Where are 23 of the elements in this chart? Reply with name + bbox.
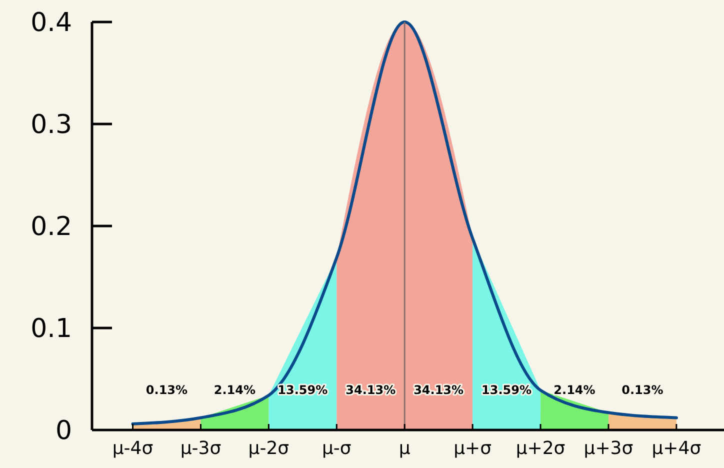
y-tick-label: 0 [55, 416, 72, 446]
annotation: 0.13% [622, 383, 664, 397]
x-tick-label: μ+2σ [516, 438, 566, 459]
y-tick-label: 0.2 [30, 212, 72, 242]
annotation: 13.59% [278, 383, 328, 397]
annotation: 34.13% [414, 383, 464, 397]
y-tick-label: 0.1 [30, 314, 72, 344]
x-tick-label: μ-4σ [112, 438, 154, 459]
y-tick-label: 0.3 [30, 110, 72, 140]
annotation: 0.13% [146, 383, 188, 397]
y-tick-label: 0.4 [30, 8, 72, 38]
x-tick-label: μ [398, 438, 411, 459]
line-series [131, 20, 678, 426]
x-tick-label: μ-2σ [248, 438, 290, 459]
x-tick-label: μ-3σ [180, 438, 222, 459]
annotation: 34.13% [346, 383, 396, 397]
x-tick-label: μ-σ [322, 438, 352, 459]
annotation: 2.14% [554, 383, 596, 397]
annotation: 13.59% [482, 383, 532, 397]
x-tick-label: μ+3σ [584, 438, 634, 459]
x-tick-label: μ+4σ [652, 438, 702, 459]
x-tick-label: μ+σ [454, 438, 492, 459]
annotation: 2.14% [214, 383, 256, 397]
